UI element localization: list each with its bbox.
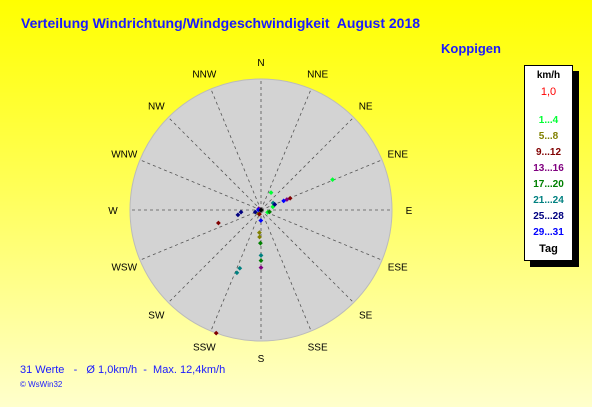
spoke-ne — [260, 117, 354, 211]
chart-title: Verteilung Windrichtung/Windgeschwindigk… — [21, 15, 421, 31]
direction-label-ese: ESE — [388, 263, 408, 274]
legend-item-29-31: 29...31 — [533, 227, 564, 238]
spoke-sw — [168, 209, 262, 303]
legend-item-1-4: 1...4 — [538, 115, 559, 126]
direction-labels: N NNE NE ENE E ESE SE SSE S SSW SW WSW W WNW NW NNW — [108, 58, 412, 365]
spoke-ene — [260, 159, 383, 211]
data-point-17-20-2 — [267, 209, 272, 215]
direction-label-ene: ENE — [387, 149, 408, 160]
legend-header: km/h — [536, 70, 561, 81]
legend-item-13-16: 13...16 — [533, 163, 564, 174]
legend-item-25-28: 25...28 — [533, 211, 564, 222]
data-point-1-4-1 — [268, 190, 274, 196]
spoke-nw — [168, 117, 262, 211]
summary-footer: 31 Werte - Ø 1,0km/h - Max. 12,4km/h — [20, 364, 226, 376]
data-point-25-28-0 — [235, 212, 241, 218]
direction-label-n: N — [257, 58, 264, 69]
data-point-5-8-0 — [257, 234, 262, 240]
data-point-13-16-1 — [284, 197, 290, 202]
legend-item-17-20: 17...20 — [533, 179, 564, 190]
direction-label-w: W — [108, 206, 118, 217]
direction-label-ssw: SSW — [193, 343, 216, 354]
legend-item-9-12: 9...12 — [535, 147, 562, 158]
data-point-Tag-0 — [258, 207, 264, 213]
data-point-5-8-1 — [257, 230, 262, 236]
legend-item-21-24: 21...24 — [533, 195, 564, 206]
data-point-21-24-0 — [234, 270, 240, 276]
direction-label-nne: NNE — [307, 69, 328, 80]
spoke-se — [260, 209, 354, 303]
direction-label-nnw: NNW — [192, 69, 216, 80]
data-point-1-4-2 — [270, 204, 276, 210]
spoke-nnw — [210, 88, 262, 211]
data-point-9-12-3 — [257, 211, 262, 217]
data-point-21-24-2 — [258, 253, 264, 258]
direction-spokes — [130, 79, 392, 341]
data-point-25-28-2 — [272, 202, 278, 207]
legend-mean-value: 1,0 — [540, 86, 557, 98]
data-points — [213, 177, 335, 336]
software-credit: © WsWin32 — [20, 380, 63, 389]
data-point-9-12-1 — [216, 220, 221, 226]
spoke-nne — [260, 88, 312, 211]
data-point-1-4-0 — [330, 177, 335, 183]
data-point-13-16-0 — [258, 265, 264, 271]
spoke-wsw — [139, 209, 262, 261]
data-point-21-24-1 — [237, 265, 243, 271]
legend-item-5-8: 5...8 — [538, 131, 559, 142]
data-point-25-28-3 — [252, 209, 258, 215]
data-point-29-31-0 — [281, 198, 287, 204]
spoke-ssw — [210, 209, 262, 332]
direction-label-sse: SSE — [308, 343, 328, 354]
data-point-29-31-1 — [255, 207, 261, 213]
legend: km/h 1,0 1...4 5...8 9...12 13...16 17...20 2… — [524, 65, 573, 261]
legend-item-tag: Tag — [539, 243, 558, 255]
data-point-17-20-0 — [258, 258, 264, 264]
data-point-21-24-3 — [270, 200, 276, 206]
data-point-9-12-0 — [213, 330, 219, 336]
spoke-ese — [260, 209, 383, 261]
direction-label-wnw: WNW — [111, 149, 138, 160]
direction-label-se: SE — [359, 311, 373, 322]
data-point-29-31-2 — [258, 218, 264, 223]
direction-label-wsw: WSW — [111, 263, 137, 274]
data-point-17-20-1 — [258, 240, 263, 246]
spoke-wnw — [139, 159, 262, 211]
spoke-sse — [260, 209, 312, 332]
direction-label-nw: NW — [148, 101, 165, 112]
data-point-1-4-3 — [265, 209, 270, 215]
station-name: Koppigen — [441, 41, 501, 56]
direction-label-ne: NE — [359, 101, 373, 112]
direction-label-s: S — [258, 354, 265, 365]
direction-label-sw: SW — [148, 311, 165, 322]
direction-label-e: E — [406, 206, 413, 217]
data-point-25-28-1 — [238, 209, 244, 215]
